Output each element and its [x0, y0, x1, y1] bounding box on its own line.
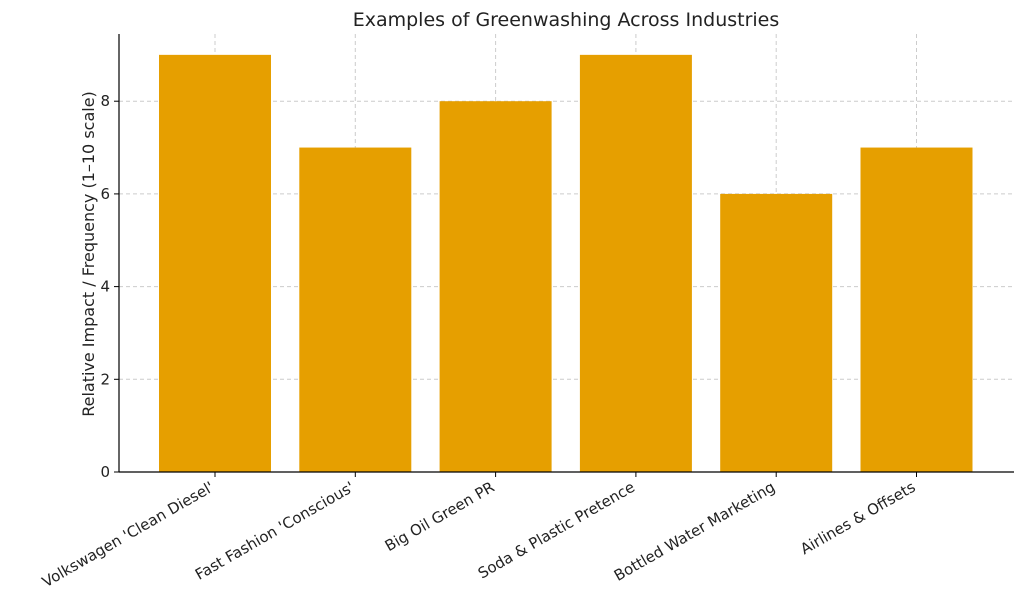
bars [159, 54, 973, 473]
bar [299, 147, 412, 473]
axes [118, 34, 1014, 473]
x-tick-label: Fast Fashion 'Conscious' [192, 478, 357, 584]
x-tick-label: Volkswagen 'Clean Diesel' [39, 478, 217, 591]
y-axis-ticks: 0 2 4 6 8 [100, 92, 119, 481]
x-tick-label: Big Oil Green PR [382, 478, 498, 555]
bar [860, 147, 973, 473]
y-tick-label: 6 [100, 185, 110, 203]
bar [720, 193, 833, 472]
y-axis-label: Relative Impact / Frequency (1–10 scale) [79, 91, 98, 417]
bar [579, 54, 692, 472]
x-axis-ticks: Volkswagen 'Clean Diesel'Fast Fashion 'C… [39, 472, 919, 591]
y-tick-label: 8 [100, 92, 110, 110]
y-tick-label: 4 [100, 278, 110, 296]
y-tick-label: 2 [100, 370, 110, 388]
x-tick-label: Airlines & Offsets [797, 478, 918, 558]
bar [159, 54, 271, 472]
y-tick-label: 0 [100, 463, 110, 481]
bar [439, 101, 552, 472]
chart-title: Examples of Greenwashing Across Industri… [353, 9, 780, 31]
